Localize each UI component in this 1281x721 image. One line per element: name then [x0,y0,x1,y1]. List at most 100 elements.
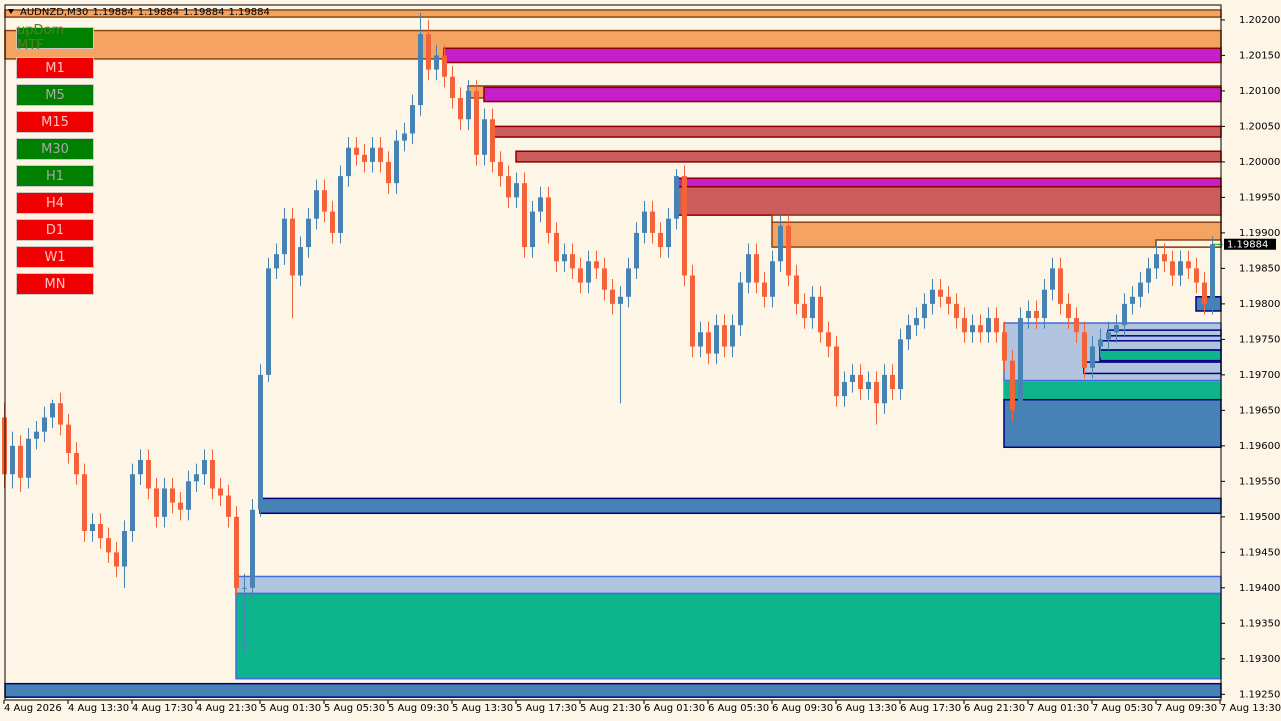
zone [491,125,1222,138]
x-tick-label: 5 Aug 21:30 [580,703,641,714]
zone [675,185,1222,216]
timeframe-button[interactable]: M15 [16,111,94,133]
candle-body [258,374,263,510]
candle-body [474,90,479,155]
candle-body [1082,332,1087,368]
candle-body [386,161,391,184]
collapse-arrow[interactable] [8,9,14,14]
candle-body [714,325,719,354]
last-price-label: 1.19884 [1227,240,1268,251]
y-tick-label: 1.19350 [1239,618,1280,629]
candle-body [98,523,103,539]
timeframe-button[interactable]: MN [16,273,94,295]
zone [483,86,1222,103]
candle-body [130,474,135,532]
candle-body [938,289,943,297]
zone [4,682,1222,698]
x-tick-label: 6 Aug 01:30 [644,703,705,714]
candle-body [906,325,911,340]
x-tick-label: 6 Aug 13:30 [836,703,897,714]
timeframe-button[interactable]: M30 [16,138,94,160]
zone [259,497,1222,515]
candle-body [1106,332,1111,340]
x-tick-label: 6 Aug 21:30 [964,703,1025,714]
zone [235,592,1222,680]
timeframe-button[interactable]: H1 [16,165,94,187]
candle-body [522,183,527,248]
candle-body [698,332,703,347]
candle-body [1186,261,1191,269]
candle-body [586,261,591,283]
candle-body [794,275,799,304]
candle-body [914,318,919,326]
candle-body [674,176,679,219]
zone [1003,381,1222,401]
zone [675,177,1222,188]
timeframe-button[interactable]: D1 [16,219,94,241]
x-tick-label: 7 Aug 13:30 [1220,703,1281,714]
candle-body [250,509,255,588]
timeframe-button[interactable]: H4 [16,192,94,214]
timeframe-button[interactable]: M1 [16,57,94,79]
candle-body [1002,332,1007,361]
timeframe-button[interactable]: M5 [16,84,94,106]
candle-body [186,481,191,510]
quote: 1.19884 [92,7,133,18]
candle-body [602,268,607,290]
quote: 1.19884 [183,7,224,18]
candle-body [482,119,487,155]
timeframe-button[interactable]: upDom MTF [16,23,94,53]
candle-body [378,147,383,162]
candle-body [722,325,727,347]
candle-body [898,339,903,390]
y-tick-label: 1.19700 [1239,370,1280,381]
candle-body [682,176,687,276]
candle-body [970,325,975,333]
candle-body [882,374,887,404]
candle-body [746,254,751,283]
candle-body [634,232,639,269]
candle-body [610,289,615,304]
candle-body [874,381,879,404]
candle-body [1018,318,1023,411]
candle-body [314,190,319,219]
candle-body [770,261,775,297]
candle-body [706,332,711,354]
candle-body [242,587,247,589]
candle-body [458,97,463,120]
candle-body [402,133,407,141]
zone [771,214,1222,223]
y-tick-label: 1.19500 [1239,512,1280,523]
candle-body [330,211,335,233]
timeframe-button[interactable]: W1 [16,246,94,268]
candle-body [266,268,271,375]
x-tick-label: 4 Aug 21:30 [196,703,257,714]
x-tick-label: 5 Aug 09:30 [388,703,449,714]
candle-body [618,296,623,304]
candle-body [1146,268,1151,283]
candle-body [538,197,543,212]
x-tick-label: 6 Aug 17:30 [900,703,961,714]
candle-body [418,34,423,106]
candle-body [18,445,23,478]
zones [4,9,1222,698]
zone [1195,296,1222,312]
candle-body [834,346,839,397]
candle-body [530,211,535,248]
y-tick-label: 1.19800 [1239,299,1280,310]
candle-body [1042,289,1047,319]
candle-body [1170,261,1175,276]
candle-body [50,403,55,418]
y-tick-label: 1.20200 [1239,15,1280,26]
candle-body [370,147,375,162]
zone [443,47,1222,64]
quote: 1.19884 [138,7,179,18]
candle-body [1194,268,1199,283]
candle-body [1114,325,1119,333]
y-tick-label: 1.19750 [1239,334,1280,345]
candle-body [506,176,511,198]
candle-body [490,119,495,162]
y-tick-label: 1.19400 [1239,583,1280,594]
